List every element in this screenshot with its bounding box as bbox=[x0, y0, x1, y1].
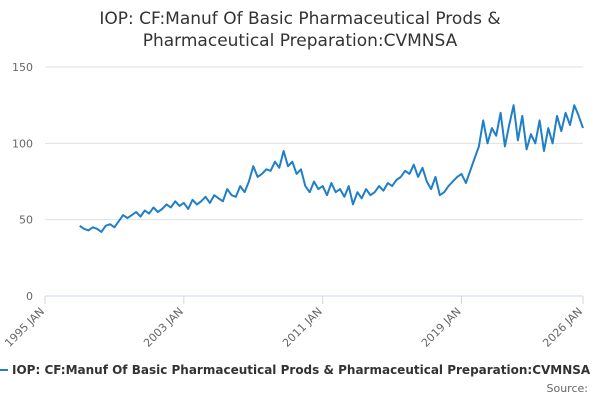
y-tick-label: 100 bbox=[12, 137, 33, 150]
data-line bbox=[79, 104, 584, 233]
x-tick-label: 1995 JAN bbox=[2, 305, 47, 350]
legend-label: IOP: CF:Manuf Of Basic Pharmaceutical Pr… bbox=[12, 363, 591, 377]
y-tick-label: 50 bbox=[19, 214, 33, 227]
y-tick-label: 0 bbox=[26, 290, 33, 303]
source: Source: bbox=[547, 382, 589, 395]
chart-title: IOP: CF:Manuf Of Basic Pharmaceutical Pr… bbox=[99, 9, 500, 51]
x-tick-label: 2003 JAN bbox=[141, 305, 186, 350]
x-tick-label: 2019 JAN bbox=[419, 305, 464, 350]
x-tick-label: 2026 JAN bbox=[540, 305, 585, 350]
y-tick-label: 150 bbox=[12, 61, 33, 74]
x-tick-label: 2011 JAN bbox=[280, 305, 325, 350]
